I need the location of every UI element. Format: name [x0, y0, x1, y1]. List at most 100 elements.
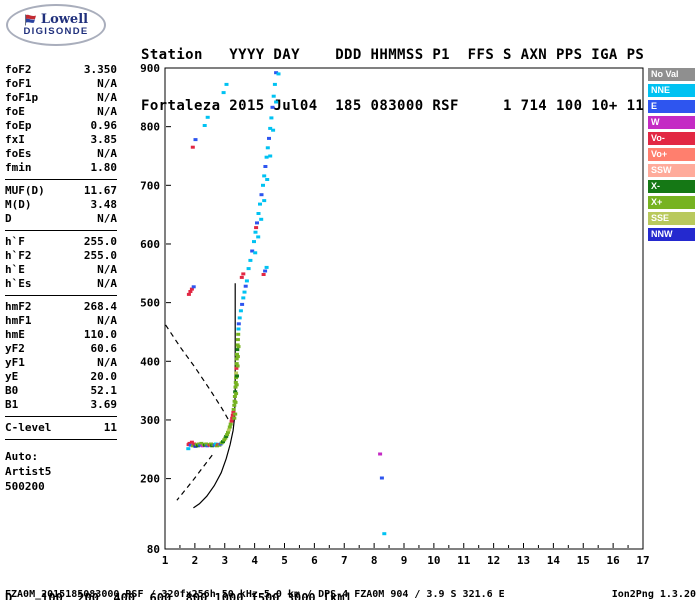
- x-tick-label: 5: [281, 554, 288, 567]
- param-row: fmin 1.80: [5, 161, 117, 175]
- param-label: h`F: [5, 235, 25, 248]
- param-value: 110.0: [83, 328, 117, 341]
- param-row: MUF(D) 11.67: [5, 184, 117, 198]
- param-label: foEs: [5, 147, 32, 160]
- echo-point: [261, 273, 266, 276]
- x-tick-label: 9: [401, 554, 408, 567]
- echo-point: [241, 296, 246, 300]
- param-row: foF2 3.350: [5, 63, 117, 77]
- echo-point: [261, 183, 265, 187]
- echo-point: [256, 235, 261, 239]
- param-label: foF2: [5, 63, 32, 76]
- y-tick-label: 80: [147, 543, 160, 556]
- echo-point: [236, 332, 241, 336]
- echo-point: [265, 178, 270, 181]
- echo-point: [259, 193, 264, 197]
- distance-row: D 100 200 400 600 800 1000 1500 3000 [km…: [5, 591, 352, 600]
- echo-point: [209, 442, 213, 446]
- param-value: N/A: [97, 91, 117, 104]
- legend-item: X-: [648, 180, 695, 193]
- echo-point: [192, 442, 197, 446]
- param-row: h`E N/A: [5, 263, 117, 277]
- legend-item: SSW: [648, 164, 695, 177]
- param-value: N/A: [97, 147, 117, 160]
- echo-point: [223, 436, 228, 440]
- echo-point: [193, 444, 198, 448]
- echo-point: [253, 230, 258, 234]
- echo-point: [189, 440, 194, 444]
- echo-point: [262, 174, 267, 178]
- echo-point: [246, 267, 251, 271]
- separator: [5, 230, 117, 231]
- echo-point: [231, 410, 236, 414]
- param-panel: foF2 3.350 foF1 N/A foF1p N/A foE N/A foEp 0.96 fx…: [5, 63, 117, 494]
- echo-point: [189, 287, 194, 291]
- echo-point: [264, 265, 269, 269]
- echo-point: [239, 275, 244, 279]
- y-tick-label: 300: [140, 414, 160, 427]
- echo-point: [234, 383, 239, 387]
- param-row: fxI 3.85: [5, 133, 117, 147]
- param-value: 0.96: [90, 119, 118, 132]
- y-tick-label: 700: [140, 179, 160, 192]
- param-label: yE: [5, 370, 19, 383]
- echo-point: [267, 136, 271, 140]
- status-line: FZA0M_2015185083000.RSF / 320fx256h 50 k…: [5, 589, 696, 600]
- echo-point: [238, 309, 243, 313]
- param-row: D N/A: [5, 212, 117, 226]
- echo-point: [236, 345, 241, 349]
- x-tick-label: 15: [577, 554, 590, 567]
- echo-point: [378, 452, 383, 456]
- param-footer-row: Auto:: [5, 450, 39, 463]
- x-tick-label: 11: [457, 554, 471, 567]
- echo-point: [274, 100, 279, 104]
- echo-point: [188, 290, 193, 293]
- echo-point: [244, 279, 249, 283]
- x-tick-label: 16: [607, 554, 621, 567]
- x-tick-label: 10: [427, 554, 440, 567]
- y-tick-label: 900: [140, 62, 160, 75]
- echo-point: [226, 428, 231, 432]
- param-row: hmF2 268.4: [5, 300, 117, 314]
- echo-point: [233, 412, 238, 416]
- version-label: Ion2Png 1.3.20: [611, 589, 696, 600]
- legend-item: Vo+: [648, 148, 695, 161]
- echo-point: [228, 422, 233, 426]
- param-row: yF1 N/A: [5, 356, 117, 370]
- param-label: foF1p: [5, 91, 39, 104]
- x-tick-label: 4: [251, 554, 258, 567]
- legend-item: NNE: [648, 84, 695, 97]
- param-row: yF2 60.6: [5, 342, 117, 356]
- echo-point: [240, 302, 245, 306]
- x-tick-label: 7: [341, 554, 348, 567]
- param-value: 268.4: [83, 300, 117, 313]
- flag-icon: [24, 14, 36, 25]
- echo-point: [230, 413, 235, 417]
- echo-point: [253, 251, 258, 255]
- echo-point: [272, 82, 277, 86]
- param-value: N/A: [97, 356, 117, 369]
- header-line-1: Station YYYY DAY DDD HHMMSS P1 FFS S AXN…: [141, 47, 645, 63]
- param-label: h`E: [5, 263, 25, 276]
- separator: [5, 439, 117, 440]
- dmuf-table: D 100 200 400 600 800 1000 1500 3000 [km…: [5, 567, 359, 600]
- param-row: hmE 110.0: [5, 328, 117, 342]
- echo-point: [221, 91, 226, 95]
- param-value: 255.0: [83, 249, 117, 262]
- lowell-digisonde-logo: Lowell DIGISONDE: [6, 4, 106, 46]
- echo-point: [234, 376, 239, 380]
- echo-point: [226, 430, 230, 434]
- legend-item: W: [648, 116, 695, 129]
- separator: [5, 295, 117, 296]
- legend-item: Vo-: [648, 132, 695, 145]
- param-value: N/A: [97, 105, 117, 118]
- param-row: foF1p N/A: [5, 91, 117, 105]
- echo-point: [270, 105, 275, 109]
- echo-point: [195, 444, 200, 448]
- y-tick-label: 600: [140, 238, 160, 251]
- echo-point: [234, 357, 239, 361]
- param-value: 3.85: [90, 133, 118, 146]
- param-row: M(D) 3.48: [5, 198, 117, 212]
